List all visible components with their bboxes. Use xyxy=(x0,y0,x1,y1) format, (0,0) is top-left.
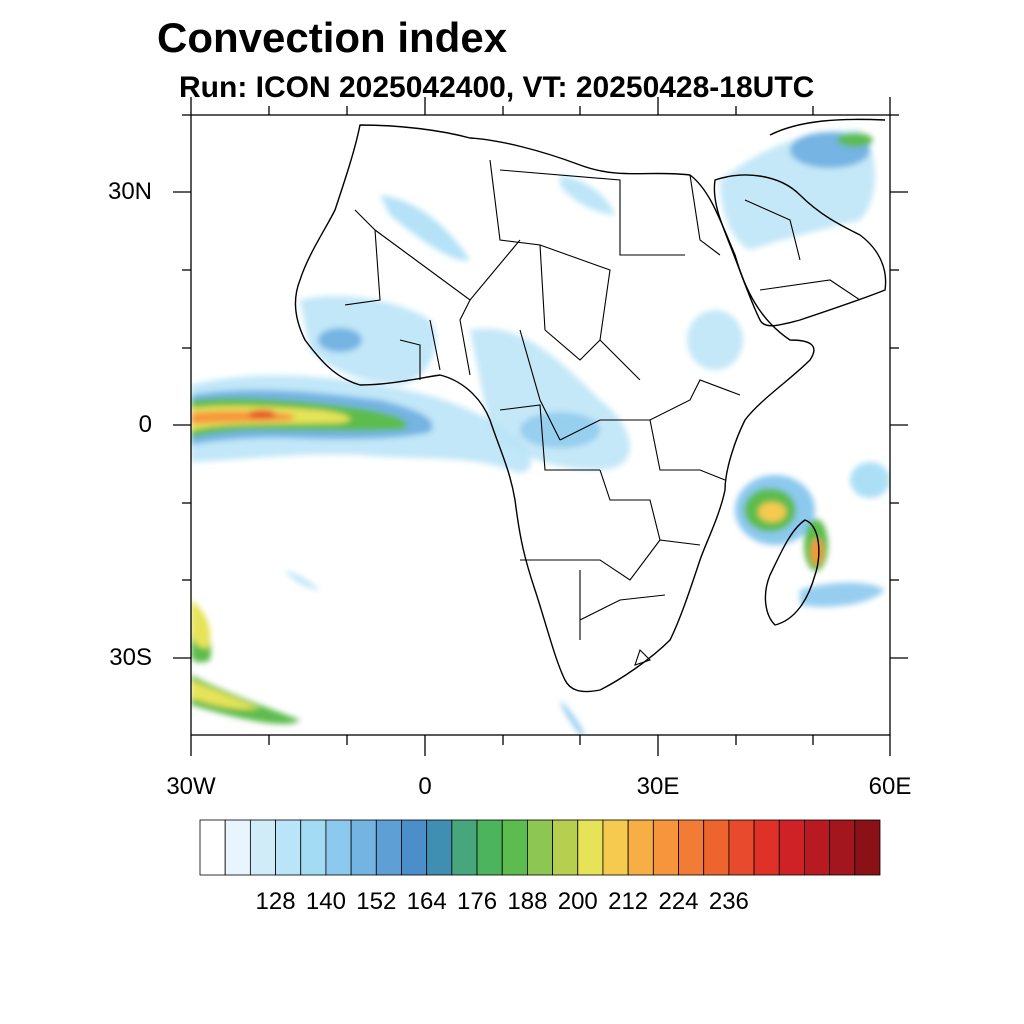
map-frame xyxy=(173,97,908,756)
colorbar-label: 152 xyxy=(356,888,397,915)
lon-label-30w: 30W xyxy=(166,773,216,800)
colorbar-label: 176 xyxy=(457,888,498,915)
colorbar-box xyxy=(401,819,428,876)
convection-field xyxy=(191,130,890,735)
colorbar-box xyxy=(577,819,604,876)
colorbar-box xyxy=(527,819,553,876)
colorbar-label: 200 xyxy=(557,888,598,915)
colorbar-label: 236 xyxy=(708,888,749,915)
map-title: Convection index xyxy=(157,14,508,61)
colorbar-label: 128 xyxy=(255,888,296,915)
field-west-africa xyxy=(300,296,436,385)
country-borders xyxy=(344,159,861,666)
colorbar-label: 212 xyxy=(608,888,649,915)
colorbar-box xyxy=(778,819,805,876)
lat-label-0: 0 xyxy=(138,411,152,438)
colorbar xyxy=(199,819,881,876)
colorbar-box xyxy=(199,819,226,876)
colorbar-box xyxy=(300,819,327,876)
colorbar-box xyxy=(703,819,730,876)
lon-label-60e: 60E xyxy=(868,773,912,800)
colorbar-box xyxy=(476,819,503,876)
africa-coastline xyxy=(294,124,815,693)
lon-label-30e: 30E xyxy=(636,773,680,800)
colorbar-box xyxy=(753,819,780,876)
field-ethiopia xyxy=(687,310,743,370)
colorbar-box xyxy=(249,819,276,876)
madagascar-outline xyxy=(764,519,820,626)
colorbar-box xyxy=(501,819,528,876)
field-band-red xyxy=(248,410,276,418)
colorbar-label: 164 xyxy=(406,888,447,915)
colorbar-label: 188 xyxy=(507,888,548,915)
map-subtitle: Run: ICON 2025042400, VT: 20250428-18UTC xyxy=(179,71,815,104)
colorbar-box xyxy=(451,819,478,876)
colorbar-box xyxy=(325,819,352,876)
colorbar-label: 140 xyxy=(305,888,346,915)
colorbar-box xyxy=(854,819,881,876)
colorbar-box xyxy=(627,819,654,876)
colorbar-box xyxy=(275,819,302,876)
lon-label-0: 0 xyxy=(418,773,432,800)
colorbar-box xyxy=(375,819,402,876)
arabia-outline xyxy=(713,174,887,327)
colorbar-box xyxy=(829,819,856,876)
colorbar-box xyxy=(728,819,755,876)
land-outlines xyxy=(294,118,887,693)
colorbar-box xyxy=(602,819,629,876)
colorbar-box xyxy=(552,819,579,876)
colorbar-label: 224 xyxy=(658,888,699,915)
lat-label-30n: 30N xyxy=(107,178,152,205)
colorbar-box xyxy=(652,819,679,876)
colorbar-box xyxy=(804,819,831,876)
colorbar-box xyxy=(350,819,377,876)
colorbar-box xyxy=(224,819,251,876)
colorbar-box xyxy=(426,819,453,876)
colorbar-box xyxy=(678,819,705,876)
lat-label-30s: 30S xyxy=(109,644,152,671)
